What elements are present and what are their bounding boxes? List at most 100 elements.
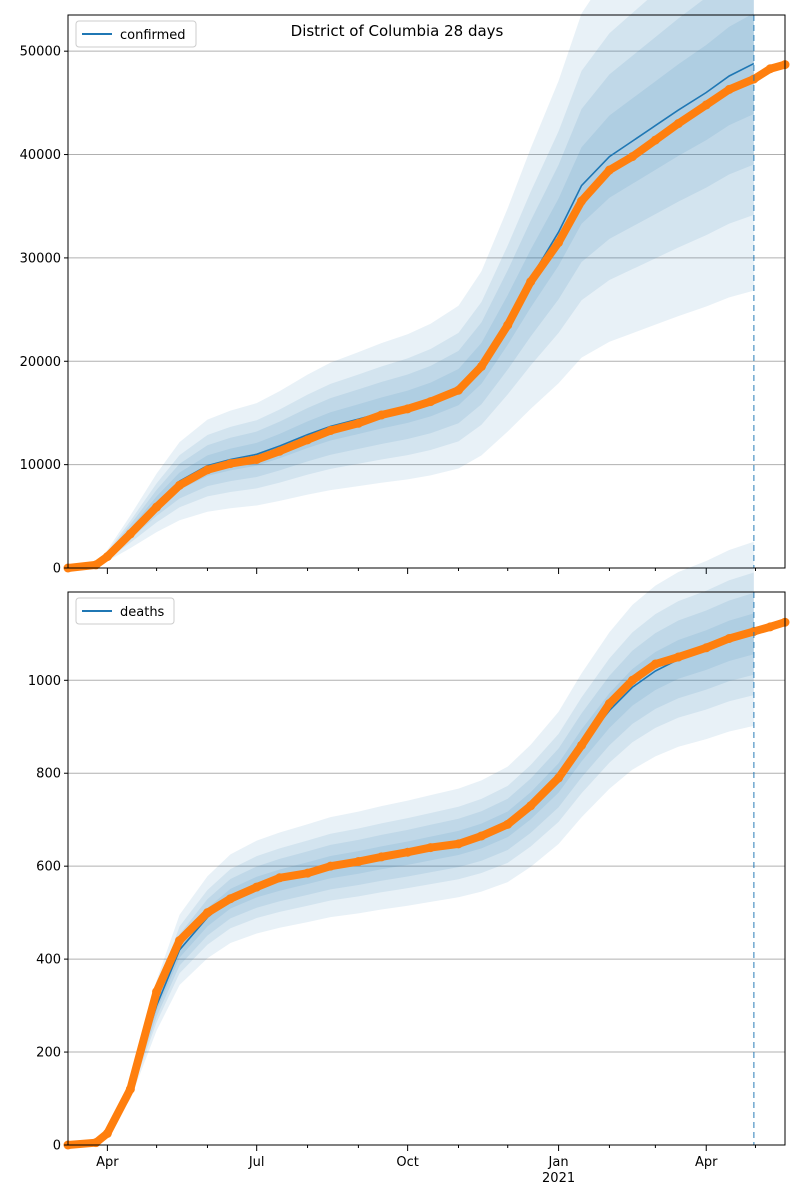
deaths-observed-point <box>353 857 363 867</box>
confirmed-y-tick-label: 20000 <box>20 355 61 370</box>
deaths-observed-point <box>326 861 336 871</box>
confirmed-observed-point <box>326 426 336 436</box>
confirmed-observed-point <box>476 361 486 371</box>
deaths-observed-point <box>125 1084 135 1094</box>
confirmed-panel: 0 10000 20000 30000 40000 50000 confirmed <box>20 0 790 577</box>
confirmed-observed-point <box>673 119 683 129</box>
deaths-observed-point <box>604 699 614 709</box>
confirmed-observed-point <box>252 454 262 464</box>
deaths-y-tick-label: 1000 <box>28 674 61 689</box>
x-tick-label: Jul <box>248 1155 265 1170</box>
confirmed-legend: confirmed <box>75 20 197 48</box>
deaths-observed-point <box>724 633 734 643</box>
confirmed-observed-point <box>275 446 285 456</box>
deaths-observed-point <box>303 868 313 878</box>
x-tick-label: Jan <box>548 1155 569 1170</box>
deaths-observed-point <box>453 839 463 849</box>
confirmed-band-1 <box>68 0 754 568</box>
confirmed-observed-point <box>701 100 711 110</box>
deaths-panel: 0 200 400 600 800 1000 deaths <box>28 541 790 1154</box>
deaths-y-tick-label: 400 <box>36 953 61 968</box>
deaths-observed-point <box>765 622 775 632</box>
deaths-y-tick-label: 800 <box>36 767 61 782</box>
confirmed-observed-point <box>650 135 660 145</box>
confirmed-y-tick-label: 40000 <box>20 148 61 163</box>
deaths-observed-point <box>476 831 486 841</box>
confirmed-y-tick-label: 0 <box>53 562 61 577</box>
deaths-observed-point <box>275 873 285 883</box>
confirmed-observed-point <box>724 84 734 94</box>
confirmed-observed-point <box>765 64 775 74</box>
confirmed-observed-point <box>102 552 112 562</box>
confirmed-observed-point <box>627 152 637 162</box>
deaths-observed-point <box>627 675 637 685</box>
deaths-y-tick-label: 600 <box>36 860 61 875</box>
confirmed-observed-point <box>125 529 135 539</box>
deaths-legend-label: deaths <box>120 605 165 620</box>
confirmed-observed-point <box>554 237 564 247</box>
x-tick-label: Apr <box>695 1155 718 1170</box>
deaths-observed-point <box>252 882 262 892</box>
confirmed-x-ticks <box>106 568 756 574</box>
confirmed-observed-point <box>403 404 413 414</box>
figure-title: District of Columbia 28 days <box>291 22 504 40</box>
deaths-observed-point <box>102 1128 112 1138</box>
deaths-y-axis: 0 200 400 600 800 1000 <box>28 674 68 1154</box>
confirmed-legend-label: confirmed <box>120 28 186 43</box>
deaths-observed-point <box>503 819 513 829</box>
deaths-observed-point <box>673 652 683 662</box>
x-axis-labels: Apr Jul Oct Jan Apr 2021 <box>96 1155 718 1186</box>
confirmed-band-3 <box>68 13 754 568</box>
confirmed-band-0 <box>68 0 754 568</box>
deaths-observed-point <box>152 987 162 997</box>
x-tick-label: Oct <box>396 1155 418 1170</box>
deaths-observed-point <box>426 843 436 853</box>
deaths-observed-point <box>175 936 185 946</box>
deaths-observed-point <box>403 847 413 857</box>
confirmed-observed-point <box>526 277 536 287</box>
confirmed-observed-point <box>175 480 185 490</box>
confirmed-observed-point <box>376 410 386 420</box>
deaths-observed-point <box>701 643 711 653</box>
deaths-observed-point <box>650 659 660 669</box>
confirmed-observed-point <box>353 418 363 428</box>
confirmed-y-tick-label: 30000 <box>20 251 61 266</box>
confirmed-observed-point <box>577 196 587 206</box>
confirmed-y-axis: 0 10000 20000 30000 40000 50000 <box>20 45 68 577</box>
deaths-observed-point <box>225 894 235 904</box>
x-tick-label: Apr <box>96 1155 119 1170</box>
deaths-observed-point <box>526 801 536 811</box>
deaths-observed-point <box>577 740 587 750</box>
deaths-band-0 <box>68 541 754 1145</box>
confirmed-observed-point <box>152 502 162 512</box>
confirmed-band-2 <box>68 0 754 568</box>
confirmed-y-tick-label: 10000 <box>20 458 61 473</box>
deaths-observed-point <box>202 908 212 918</box>
deaths-observed-point <box>749 627 759 636</box>
confirmed-observed-point <box>225 459 235 469</box>
confirmed-axes-frame <box>67 14 786 569</box>
x-year-label: 2021 <box>542 1171 575 1186</box>
deaths-observed-points <box>63 617 790 1150</box>
deaths-observed-point <box>91 1138 101 1148</box>
confirmed-observed-point <box>503 320 513 330</box>
confirmed-observed-point <box>91 560 101 570</box>
confirmed-observed-point <box>604 165 614 175</box>
deaths-x-ticks <box>106 1145 756 1151</box>
deaths-band-2 <box>68 592 754 1145</box>
deaths-observed-point <box>376 852 386 862</box>
confirmed-observed-point <box>426 397 436 407</box>
confirmed-y-tick-label: 50000 <box>20 45 61 60</box>
deaths-grid <box>68 679 785 1146</box>
deaths-observed-point <box>554 773 564 783</box>
confirmed-observed-point <box>303 435 313 445</box>
deaths-legend: deaths <box>75 597 175 625</box>
confirmed-observed-point <box>453 385 463 395</box>
confirmed-bands <box>68 0 754 568</box>
confirmed-observed-point <box>202 465 212 475</box>
deaths-bands <box>68 541 754 1145</box>
deaths-axes-frame <box>67 591 786 1146</box>
deaths-y-tick-label: 200 <box>36 1046 61 1061</box>
deaths-band-1 <box>68 572 754 1145</box>
